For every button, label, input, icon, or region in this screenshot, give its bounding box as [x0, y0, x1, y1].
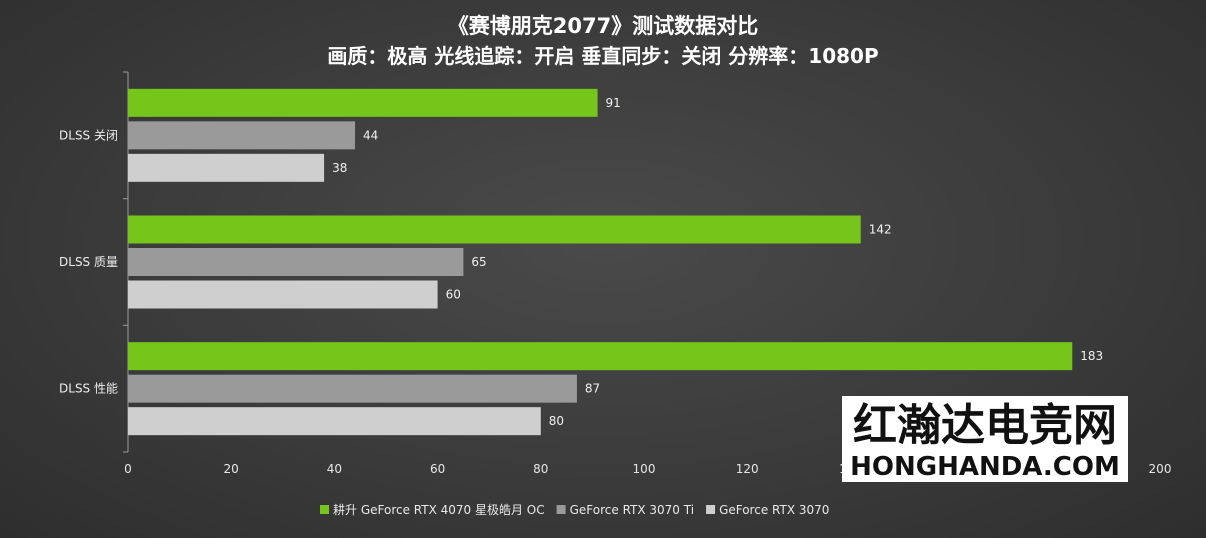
- watermark: 红瀚达电竞网 HONGHANDA.COM: [842, 396, 1128, 482]
- bar-value-label: 142: [869, 223, 892, 237]
- legend-label: GeForce RTX 3070: [719, 503, 829, 517]
- bar-value-label: 44: [363, 128, 378, 142]
- x-tick-label: 40: [327, 462, 342, 476]
- y-category-label: DLSS 性能: [59, 382, 118, 396]
- bar-value-label: 91: [606, 96, 621, 110]
- x-tick-label: 60: [430, 462, 445, 476]
- bar-value-label: 87: [585, 382, 600, 396]
- x-tick-label: 0: [124, 462, 132, 476]
- watermark-background: [842, 396, 1128, 482]
- legend-swatch: [320, 505, 329, 514]
- x-tick-label: 200: [1149, 462, 1172, 476]
- watermark-cn-text: 红瀚达电竞网: [853, 400, 1117, 451]
- bar: [128, 88, 598, 117]
- y-category-label: DLSS 质量: [59, 255, 118, 269]
- legend-label: 耕升 GeForce RTX 4070 星极皓月 OC: [333, 502, 545, 517]
- bar: [128, 407, 541, 436]
- x-tick-label: 100: [633, 462, 656, 476]
- bar: [128, 153, 325, 182]
- y-category-label: DLSS 关闭: [59, 128, 118, 142]
- bar: [128, 280, 438, 309]
- bar-value-label: 65: [471, 255, 486, 269]
- legend-swatch: [706, 505, 716, 514]
- bar: [128, 215, 861, 244]
- chart-legend: 耕升 GeForce RTX 4070 星极皓月 OC GeForce RTX 3…: [320, 502, 829, 517]
- x-tick-label: 20: [224, 462, 239, 476]
- x-tick-label: 80: [533, 462, 548, 476]
- bar: [128, 374, 577, 403]
- x-tick-label: 120: [736, 462, 759, 476]
- watermark-en-text: HONGHANDA.COM: [850, 452, 1120, 482]
- chart-subtitle: 画质：极高 光线追踪：开启 垂直同步：关闭 分辨率：1080P: [327, 44, 879, 68]
- bar-value-label: 38: [332, 161, 347, 175]
- chart-title: 《赛博朋克2077》测试数据对比: [447, 14, 759, 38]
- bar: [128, 121, 356, 150]
- chart-bars: 91 44 38 142 65 60 183 87 80: [128, 88, 1103, 436]
- bar: [128, 342, 1073, 371]
- bar-value-label: 60: [446, 288, 461, 302]
- bar-value-label: 80: [549, 414, 564, 428]
- bar-value-label: 183: [1080, 349, 1103, 363]
- bar: [128, 248, 464, 276]
- legend-swatch: [556, 505, 566, 514]
- legend-label: GeForce RTX 3070 Ti: [570, 503, 694, 517]
